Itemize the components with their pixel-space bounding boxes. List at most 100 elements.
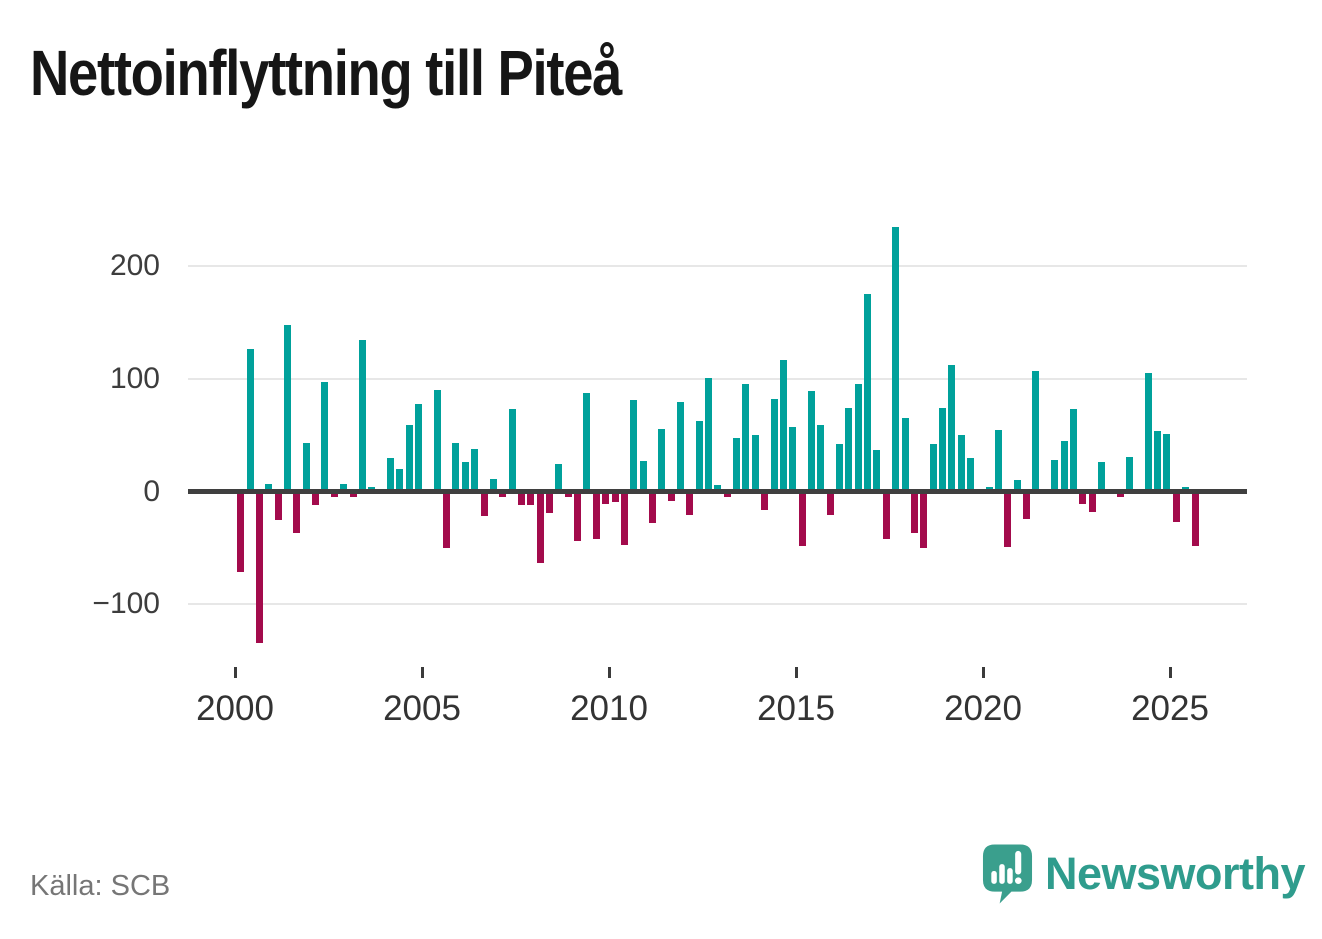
- newsworthy-logo-text: Newsworthy: [1045, 848, 1306, 899]
- source-label: Källa: SCB: [30, 870, 171, 902]
- bar-2018 Q3: [929, 444, 937, 492]
- bar-2025 Q3: [1191, 491, 1199, 546]
- bar-2004 Q2: [396, 469, 404, 492]
- bar-2024 Q3: [1154, 430, 1162, 492]
- bar-2002 Q4: [340, 483, 348, 492]
- x-axis-label: 2010: [570, 689, 648, 728]
- bar-2019 Q1: [948, 365, 956, 492]
- x-axis-tick: [233, 667, 237, 678]
- bar-2015 Q1: [798, 491, 806, 546]
- bar-2003 Q2: [358, 339, 366, 492]
- bar-2021 Q4: [1051, 460, 1059, 492]
- bar-2020 Q4: [1013, 480, 1021, 492]
- bar-2008 Q1: [536, 491, 544, 563]
- bar-2004 Q4: [415, 403, 423, 492]
- bar-2016 Q4: [864, 294, 872, 492]
- x-axis-tick: [420, 667, 424, 678]
- x-axis-label: 2020: [944, 689, 1022, 728]
- bar-2022 Q4: [1088, 491, 1096, 512]
- bar-2022 Q2: [1069, 409, 1077, 492]
- bar-2013 Q3: [742, 383, 750, 492]
- bar-2001 Q2: [284, 324, 292, 492]
- bar-2000 Q3: [256, 491, 263, 643]
- bar-2013 Q1: [723, 491, 731, 498]
- bar-2018 Q4: [938, 408, 946, 492]
- bar-2000 Q4: [265, 483, 273, 492]
- bar-2010 Q3: [630, 400, 638, 492]
- bar-2006 Q1: [461, 462, 469, 492]
- bar-2020 Q3: [1004, 491, 1012, 547]
- bar-2025 Q1: [1172, 491, 1180, 523]
- y-axis-label: 100: [109, 362, 160, 395]
- bar-2018 Q1: [910, 491, 918, 534]
- bar-2017 Q4: [901, 418, 909, 492]
- bar-2008 Q4: [564, 491, 572, 498]
- y-axis-label: −100: [92, 587, 160, 621]
- bar-2017 Q2: [882, 491, 890, 540]
- bar-2016 Q2: [845, 408, 853, 492]
- gridline: [188, 265, 1247, 268]
- bar-2011 Q3: [667, 491, 675, 501]
- bar-2022 Q3: [1079, 491, 1087, 505]
- bar-2004 Q3: [405, 425, 413, 492]
- bar-2000 Q2: [246, 348, 254, 492]
- bar-2016 Q3: [854, 383, 862, 492]
- bar-2006 Q3: [480, 491, 488, 517]
- x-axis-tick: [1168, 667, 1172, 678]
- bar-2015 Q2: [807, 391, 815, 492]
- bar-2022 Q1: [1060, 440, 1068, 492]
- bar-2013 Q4: [751, 435, 759, 492]
- bar-2016 Q1: [836, 444, 844, 492]
- bar-2006 Q2: [471, 448, 479, 492]
- bar-2011 Q4: [676, 401, 684, 492]
- bar-2002 Q1: [312, 491, 320, 506]
- bar-2019 Q2: [957, 435, 965, 492]
- bar-2001 Q3: [293, 491, 301, 534]
- bar-2015 Q4: [826, 491, 834, 516]
- bar-2012 Q4: [714, 484, 722, 492]
- gridline: [188, 603, 1247, 606]
- bar-2011 Q1: [648, 491, 656, 524]
- bar-2024 Q4: [1163, 434, 1171, 492]
- bar-2005 Q3: [443, 491, 451, 549]
- bar-2008 Q3: [555, 463, 563, 492]
- bar-2009 Q4: [602, 491, 610, 505]
- y-axis-label: 200: [109, 249, 160, 283]
- newsworthy-branding: Newsworthy: [981, 842, 1306, 906]
- bar-2017 Q3: [892, 226, 900, 492]
- bar-2017 Q1: [873, 450, 881, 492]
- y-axis-label: 0: [143, 474, 160, 508]
- chart-title: Nettoinflyttning till Piteå: [30, 37, 622, 109]
- bar-2023 Q1: [1097, 462, 1105, 492]
- bar-2009 Q2: [583, 392, 591, 492]
- x-axis-label: 2015: [757, 689, 835, 728]
- newsworthy-logo-icon: [982, 844, 1033, 904]
- bar-2008 Q2: [546, 491, 553, 514]
- bar-2010 Q2: [620, 491, 628, 545]
- bar-2019 Q3: [966, 457, 974, 492]
- bar-2004 Q1: [386, 457, 394, 492]
- bar-2014 Q2: [770, 399, 778, 492]
- zero-line: [188, 489, 1247, 495]
- bar-2005 Q4: [452, 443, 460, 492]
- bar-2023 Q4: [1126, 456, 1134, 492]
- bar-2012 Q2: [695, 420, 703, 492]
- bar-2012 Q3: [705, 377, 713, 492]
- bar-2002 Q2: [321, 382, 329, 492]
- bar-2014 Q3: [779, 359, 787, 492]
- bar-2023 Q3: [1116, 491, 1124, 498]
- bar-2021 Q1: [1023, 491, 1031, 519]
- bar-2009 Q1: [574, 491, 582, 542]
- bar-2001 Q4: [302, 443, 310, 492]
- bar-2007 Q1: [499, 491, 507, 498]
- x-axis-tick: [981, 667, 985, 678]
- bar-2024 Q2: [1144, 373, 1152, 492]
- bar-2020 Q2: [995, 429, 1003, 492]
- bar-2011 Q2: [658, 428, 666, 492]
- bar-2000 Q1: [237, 491, 245, 572]
- bar-2007 Q4: [527, 491, 535, 506]
- bar-2007 Q2: [508, 409, 516, 492]
- bar-2003 Q1: [349, 491, 357, 498]
- bar-2007 Q3: [517, 491, 525, 506]
